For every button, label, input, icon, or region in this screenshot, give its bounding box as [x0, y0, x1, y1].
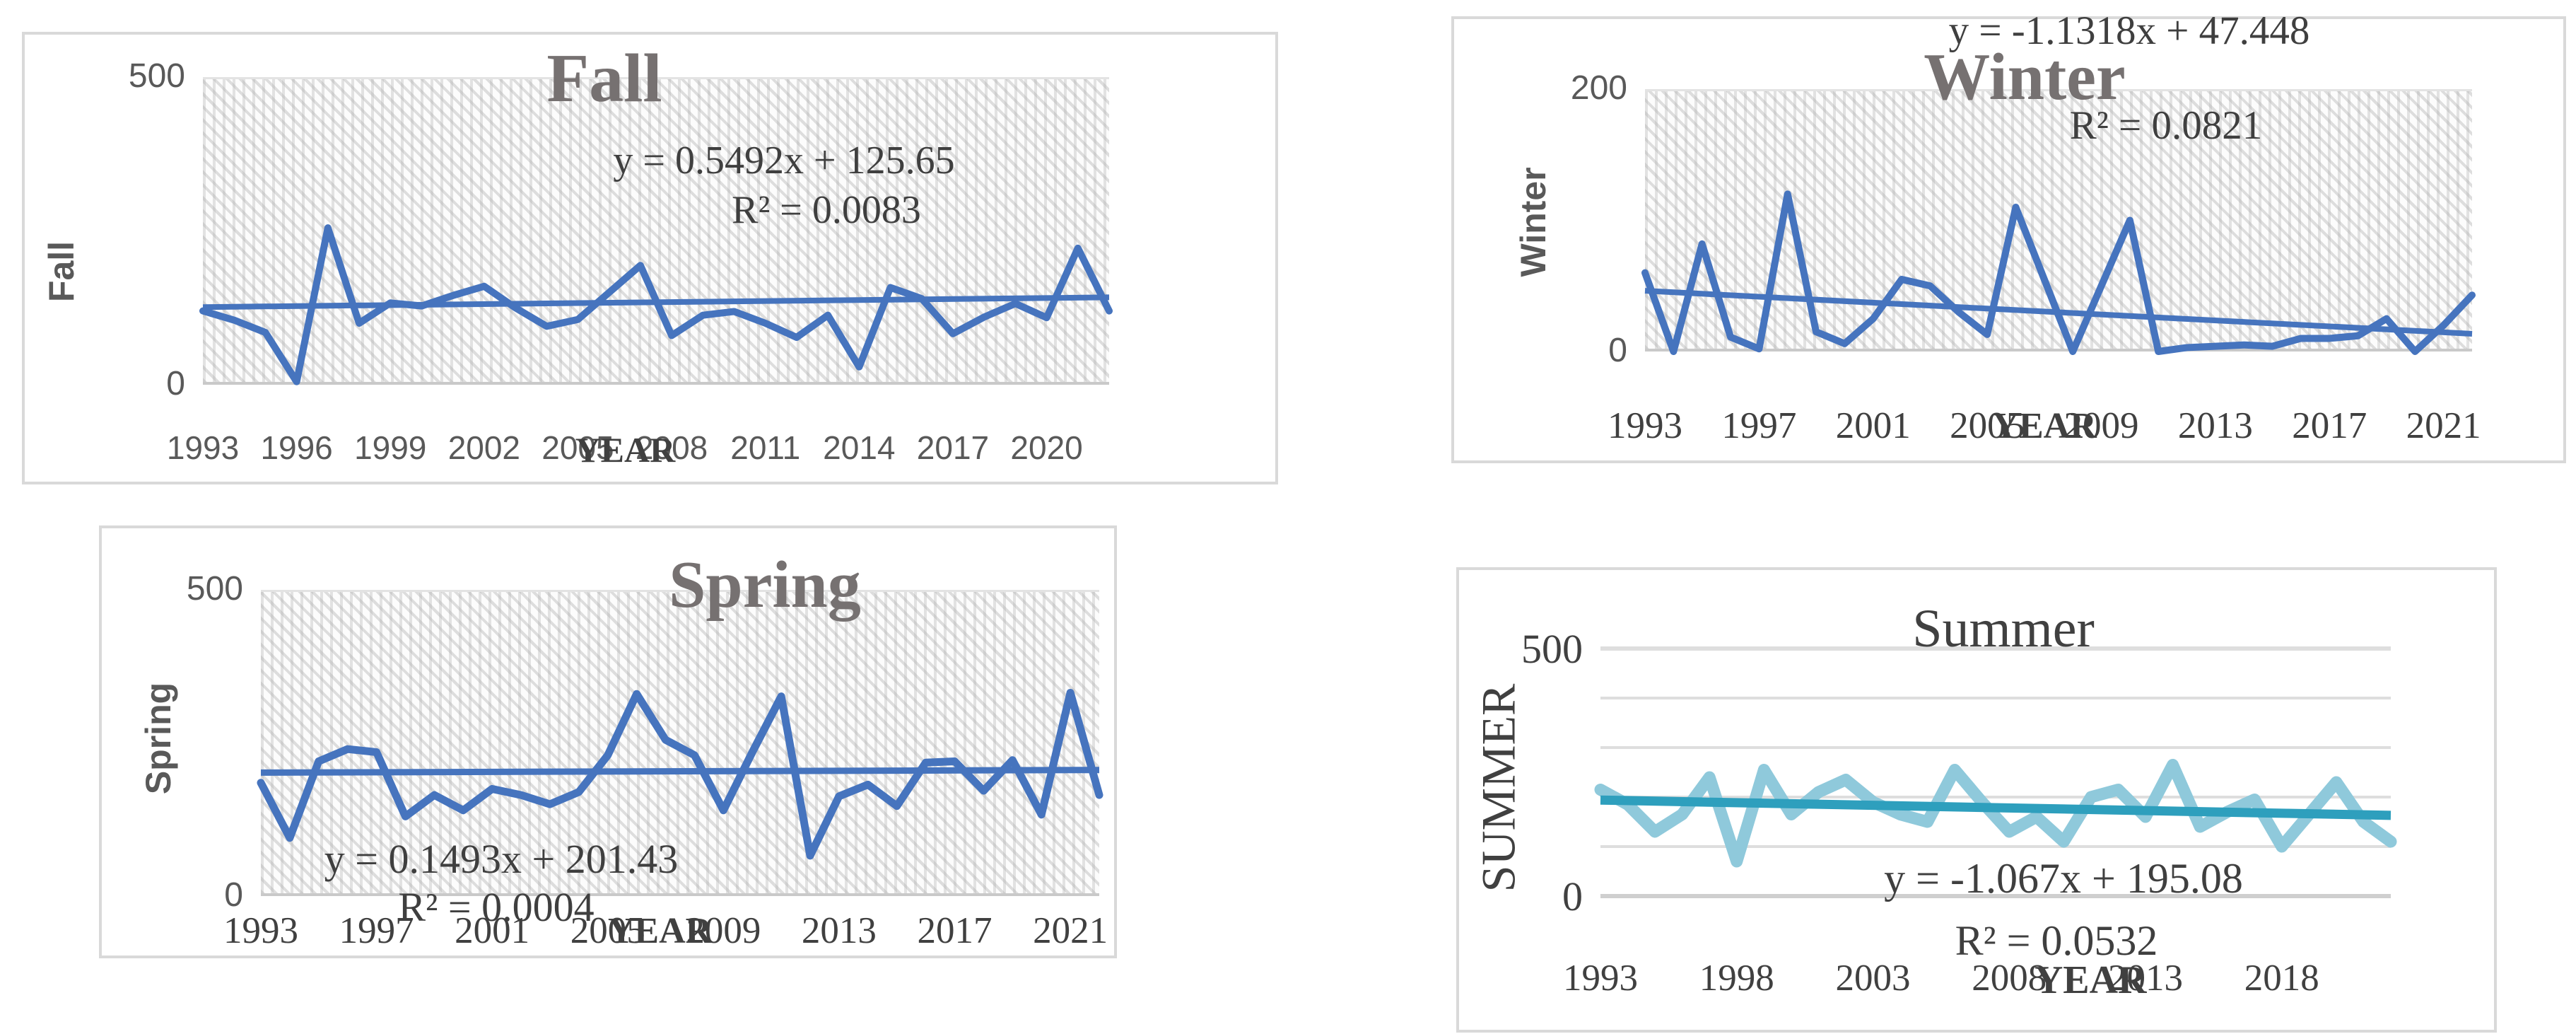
x-tick: 2013	[2108, 958, 2184, 999]
r-squared-value: R² = 0.0004	[398, 884, 595, 930]
x-tick: 1993	[1563, 958, 1638, 999]
y-tick-min: 0	[224, 876, 243, 914]
x-tick: 2008	[635, 429, 708, 466]
x-tick: 2020	[1010, 429, 1083, 466]
x-tick: 1993	[1608, 405, 1682, 446]
x-tick: 2018	[2244, 958, 2319, 999]
x-tick: 2009	[686, 910, 761, 951]
x-tick: 2013	[801, 910, 877, 951]
x-tick: 1996	[260, 429, 333, 466]
x-tick: 2003	[1835, 958, 1911, 999]
r-squared-value: R² = 0.0083	[732, 188, 921, 232]
x-tick: 1993	[166, 429, 240, 466]
trendline-equation: y = -1.067x + 195.08	[1884, 855, 2243, 902]
x-axis-title: YEAR	[1992, 406, 2097, 446]
x-tick: 1998	[1699, 958, 1774, 999]
summer-line-chart	[1594, 646, 2397, 898]
chart-title: Spring	[669, 548, 861, 622]
spring-chart: Spring y = 0.1493x + 201.43 R² = 0.0004 …	[99, 525, 1117, 958]
plot-area	[203, 77, 1109, 385]
y-tick-min: 0	[1562, 873, 1583, 919]
y-tick-min: 0	[1608, 332, 1627, 369]
x-tick: 2001	[1835, 405, 1911, 446]
trendline	[202, 294, 1110, 310]
y-axis-title: Fall	[42, 240, 81, 303]
x-tick: 1997	[339, 910, 414, 951]
data-series-line	[257, 688, 1103, 860]
x-tick: 2001	[455, 910, 530, 951]
x-tick: 2009	[2063, 405, 2139, 446]
x-tick: 2017	[917, 910, 993, 951]
x-tick: 2021	[2406, 405, 2481, 446]
y-tick-max: 500	[1521, 626, 1583, 672]
x-tick: 2017	[916, 429, 990, 466]
summer-chart: Summer y = -1.067x + 195.08 R² = 0.0532 …	[1456, 567, 2497, 1033]
y-tick-max: 500	[186, 570, 243, 608]
x-tick-labels: 1993 1997 2001 2005 2009 2013 2017 2021	[1608, 405, 2481, 455]
r-squared-value: R² = 0.0821	[2069, 103, 2263, 148]
x-tick: 2017	[2292, 405, 2367, 446]
y-tick-max: 200	[1570, 69, 1627, 107]
data-series-line	[1594, 759, 2397, 868]
trendline	[1644, 288, 2473, 337]
x-tick: 1999	[354, 429, 427, 466]
fall-chart: Fall y = 0.5492x + 125.65 R² = 0.0083 Fa…	[22, 32, 1278, 484]
x-tick: 2005	[570, 910, 645, 951]
x-tick: 2005	[1950, 405, 2025, 446]
winter-chart: Winter y = -1.1318x + 47.448 R² = 0.0821…	[1451, 8, 2566, 463]
y-axis-title: Spring	[139, 682, 178, 795]
x-axis-title: YEAR	[607, 911, 713, 951]
winter-line-chart	[1641, 190, 2476, 355]
trendline-equation: y = 0.5492x + 125.65	[613, 139, 955, 182]
x-tick: 2002	[447, 429, 521, 466]
spring-line-chart	[257, 688, 1103, 860]
y-axis-title: SUMMER	[1471, 683, 1526, 893]
x-axis-title: YEAR	[575, 430, 676, 470]
y-tick-max: 500	[128, 57, 185, 95]
trendline-equation: y = 0.1493x + 201.43	[324, 836, 679, 882]
x-tick: 2011	[730, 429, 801, 466]
x-tick: 2014	[823, 429, 896, 466]
trendline-equation: y = -1.1318x + 47.448	[1948, 8, 2310, 53]
r-squared-value: R² = 0.0532	[1955, 917, 2158, 964]
x-tick-labels: 1993 1998 2003 2008 2013 2018	[1563, 958, 2391, 1007]
y-tick-min: 0	[166, 365, 185, 402]
plot-area	[261, 590, 1099, 896]
y-axis-title: Winter	[1514, 167, 1553, 277]
x-tick: 1997	[1721, 405, 1797, 446]
chart-title: Summer	[1912, 599, 2095, 658]
x-tick: 2013	[2177, 405, 2253, 446]
chart-title: Winter	[1924, 40, 2126, 114]
x-tick-labels: 1993 1996 1999 2002 2005 2008 2011 2014 2017 2020	[167, 429, 1109, 479]
trendline	[260, 767, 1100, 776]
trendline	[1600, 795, 2391, 820]
data-series-line	[1641, 190, 2476, 355]
x-tick: 2008	[1972, 958, 2047, 999]
x-axis-title: YEAR	[2034, 958, 2147, 1002]
x-tick: 2021	[1033, 910, 1108, 951]
chart-title: Fall	[546, 40, 662, 117]
fall-line-chart	[199, 224, 1113, 385]
x-tick-labels: 1993 1997 2001 2005 2009 2013 2017 2021	[223, 910, 1108, 960]
x-tick: 1993	[223, 910, 298, 951]
x-tick: 2005	[541, 429, 614, 466]
